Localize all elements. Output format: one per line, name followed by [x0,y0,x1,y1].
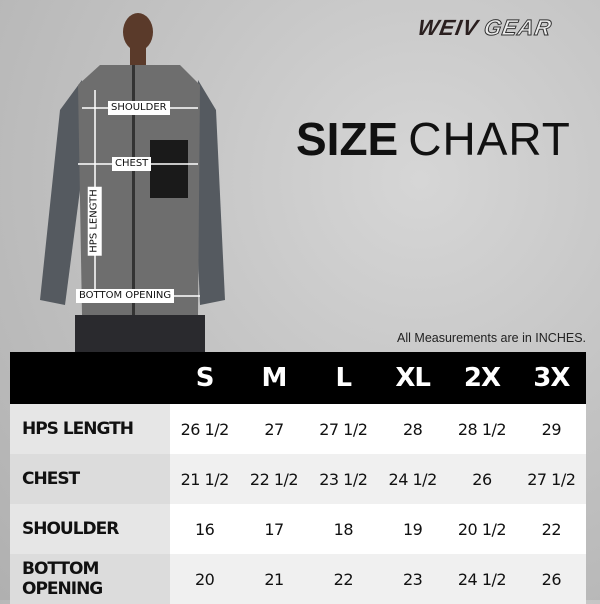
table-row: SHOULDER 16 17 18 19 20 1/2 22 [10,504,586,554]
measurement-cell: 27 1/2 [308,404,378,454]
logo-primary: WEIV [415,15,481,40]
corner-cell [10,352,170,404]
size-header: L [308,352,378,404]
measurement-cell: 28 [377,404,448,454]
measurement-cell: 29 [516,404,586,454]
measurement-cell: 19 [377,504,448,554]
table-row: CHEST 21 1/2 22 1/2 23 1/2 24 1/2 26 27 1/2 [10,454,586,504]
measurement-cell: 21 [239,554,309,604]
brand-logo: WEIVGEAR [415,15,555,41]
units-note: All Measurements are in INCHES. [397,331,586,345]
measurement-cell: 22 [308,554,378,604]
row-label: SHOULDER [10,504,170,554]
bottom-opening-label: BOTTOM OPENING [76,289,175,303]
measurement-cell: 17 [239,504,309,554]
measurement-cell: 26 [516,554,586,604]
measurement-cell: 21 1/2 [170,454,240,504]
measurement-cell: 18 [308,504,378,554]
measurement-cell: 28 1/2 [447,404,517,454]
chest-label: CHEST [112,157,152,171]
size-header: S [170,352,240,404]
model-photo: SHOULDER CHEST HPS LENGTH BOTTOM OPENING [20,0,250,352]
measurement-cell: 22 1/2 [239,454,309,504]
measurement-cell: 26 1/2 [170,404,240,454]
row-label: BOTTOM OPENING [10,554,170,604]
measurement-cell: 26 [447,454,517,504]
measurement-cell: 23 [377,554,448,604]
measurement-cell: 24 1/2 [377,454,448,504]
head [123,13,153,51]
size-table: S M L XL 2X 3X HPS LENGTH 26 1/2 27 27 1/2 2… [10,352,586,604]
table-row: BOTTOM OPENING 20 21 22 23 24 1/2 26 [10,554,586,604]
row-label: HPS LENGTH [10,404,170,454]
shoulder-label: SHOULDER [108,101,170,115]
size-header: M [239,352,309,404]
size-header: 2X [447,352,517,404]
measurement-cell: 23 1/2 [308,454,378,504]
measurement-cell: 20 1/2 [447,504,517,554]
logo-secondary: GEAR [482,15,555,41]
measurement-cell: 16 [170,504,240,554]
right-sleeve [195,80,225,305]
page-title: SIZE CHART [296,112,571,166]
size-header-row: S M L XL 2X 3X [10,352,586,404]
table-row: HPS LENGTH 26 1/2 27 27 1/2 28 28 1/2 29 [10,404,586,454]
title-light: CHART [408,113,571,165]
measurement-cell: 22 [516,504,586,554]
measurement-cell: 27 1/2 [516,454,586,504]
measurement-cell: 20 [170,554,240,604]
vest [78,65,200,315]
row-label: CHEST [10,454,170,504]
title-bold: SIZE [296,113,399,165]
measurement-cell: 24 1/2 [447,554,517,604]
hps-length-label: HPS LENGTH [87,186,102,256]
vest-pocket [150,140,188,198]
size-header: XL [377,352,448,404]
left-sleeve [40,80,82,305]
measurement-cell: 27 [239,404,309,454]
size-header: 3X [516,352,586,404]
